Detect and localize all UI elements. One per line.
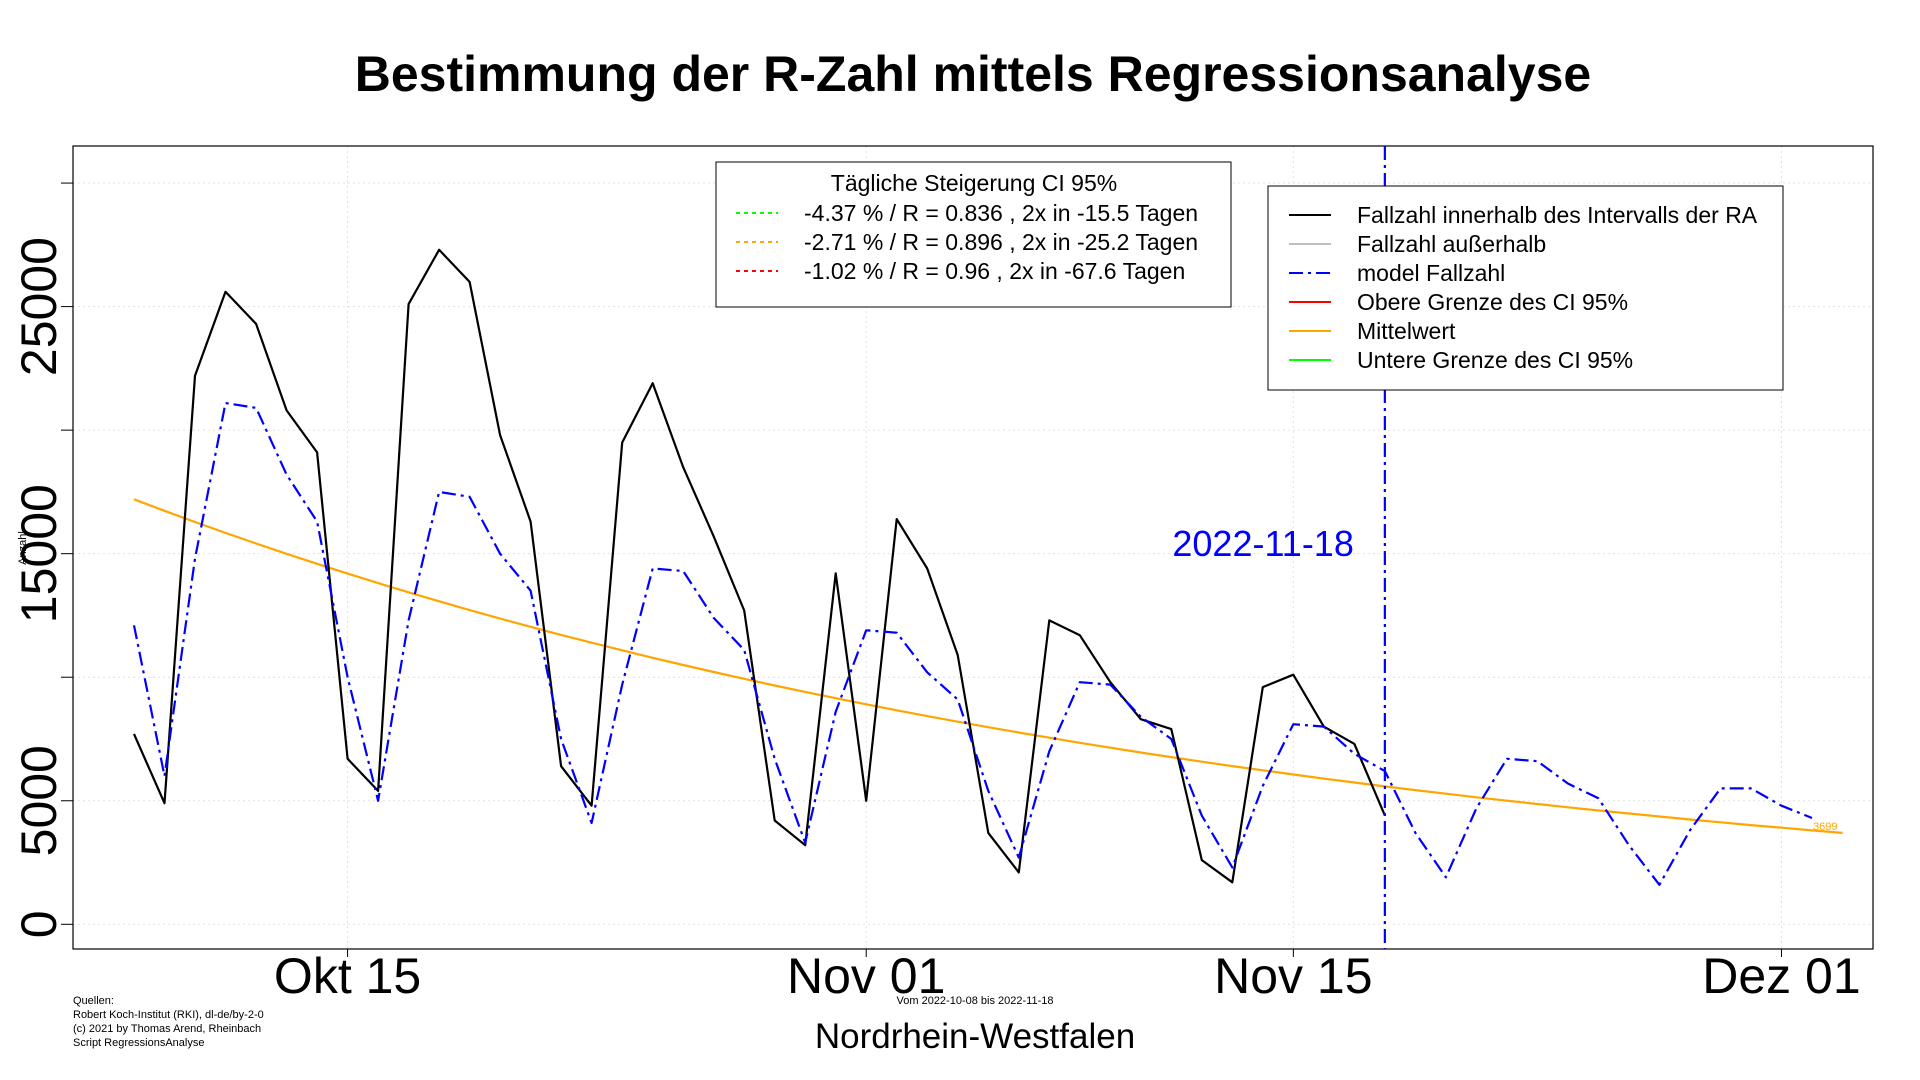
date-range-note: Vom 2022-10-08 bis 2022-11-18 (897, 995, 1054, 1007)
source-line-3: (c) 2021 by Thomas Arend, Rheinbach (73, 1023, 261, 1035)
ci-legend-title: Tägliche Steigerung CI 95% (831, 170, 1117, 196)
mean-curve (133, 498, 1843, 834)
ci-legend: Tägliche Steigerung CI 95% -4.37 % / R =… (715, 161, 1232, 308)
y-axis: 0 5000 15000 25000 (11, 182, 73, 938)
series-line (132, 248, 1386, 884)
y-tick-label: 0 (11, 910, 67, 938)
legend-label: Fallzahl innerhalb des Intervalls der RA (1357, 202, 1758, 228)
x-axis: Okt 15 Nov 01 Nov 15 Dez 01 (274, 948, 1861, 1004)
legend-label: Mittelwert (1357, 318, 1456, 344)
x-tick-label: Dez 01 (1702, 948, 1860, 1004)
main-legend: Fallzahl innerhalb des Intervalls der RA… (1267, 185, 1784, 391)
mean-line (133, 498, 1843, 834)
source-line-2: Robert Koch-Institut (RKI), dl-de/by-2-0 (73, 1009, 264, 1021)
legend-label: model Fallzahl (1357, 260, 1505, 286)
y-tick-label: 5000 (11, 745, 67, 856)
legend-label: Untere Grenze des CI 95% (1357, 347, 1633, 373)
series-line (132, 401, 1813, 886)
legend-label: Fallzahl außerhalb (1357, 231, 1546, 257)
source-line-1: Quellen: (73, 995, 114, 1007)
plot-frame (72, 145, 1874, 950)
region-label: Nordrhein-Westfalen (815, 1017, 1135, 1056)
ci-legend-label: -1.02 % / R = 0.96 , 2x in -67.6 Tagen (804, 258, 1185, 284)
y-tick-label: 25000 (11, 237, 67, 376)
ci-legend-label: -4.37 % / R = 0.836 , 2x in -15.5 Tagen (804, 200, 1198, 226)
cutoff-date-label: 2022-11-18 (1172, 523, 1353, 564)
main-legend-box (1267, 185, 1784, 391)
chart-title: Bestimmung der R-Zahl mittels Regression… (355, 46, 1591, 102)
y-axis-label: Anzahl (17, 531, 29, 565)
end-value-label: 3699 (1813, 821, 1837, 833)
x-tick-label: Okt 15 (274, 948, 421, 1004)
source-line-4: Script RegressionsAnalyse (73, 1037, 204, 1049)
x-tick-label: Nov 01 (787, 948, 945, 1004)
legend-label: Obere Grenze des CI 95% (1357, 289, 1628, 315)
y-tick-label: 15000 (11, 484, 67, 623)
ci-legend-box (715, 161, 1232, 308)
ci-legend-label: -2.71 % / R = 0.896 , 2x in -25.2 Tagen (804, 229, 1198, 255)
x-tick-label: Nov 15 (1214, 948, 1372, 1004)
